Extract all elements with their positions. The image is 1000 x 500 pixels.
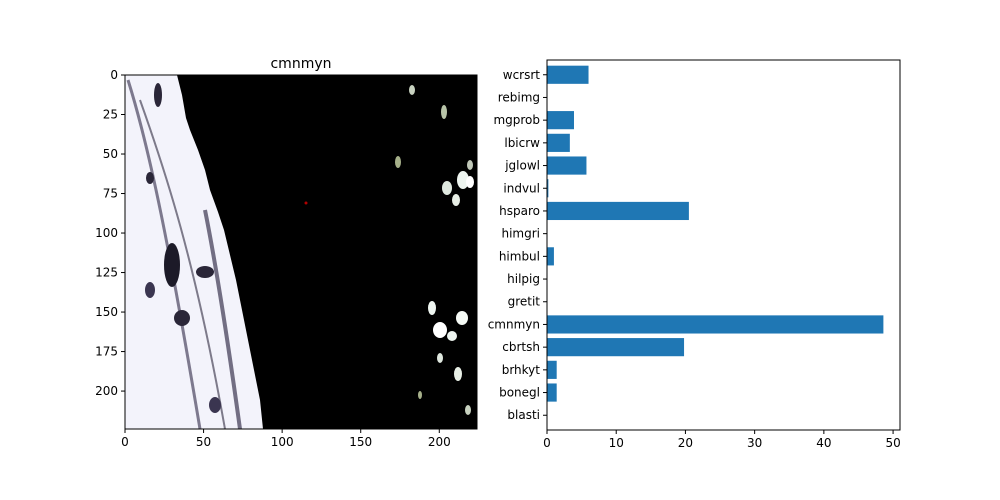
image-spot [456,311,468,325]
bar-category-label: indvul [503,181,540,195]
bar-category-label: himbul [499,249,540,263]
bar-brhkyt [547,360,557,379]
image-spot [418,391,422,399]
image-panel: cmnmyn [95,56,478,449]
bar-category-label: hilpig [507,272,540,286]
bar-category-label: rebimg [498,90,540,104]
image-spot [409,85,415,95]
image-x-tick-label: 200 [428,435,451,449]
image-spot [466,176,474,188]
image-y-tick-label: 50 [103,147,118,161]
bar-category-label: gretit [508,295,541,309]
bar-x-tick-label: 0 [543,436,551,450]
image-spot [428,301,436,315]
bar-category-label: lbicrw [504,136,540,150]
bar-lbicrw [547,133,570,152]
bar-himbul [547,247,554,266]
bar-x-tick-label: 10 [609,436,624,450]
image-spot [447,331,457,341]
image-blob [154,83,162,107]
image-blob [145,282,155,298]
bar-x-tick-label: 20 [678,436,693,450]
image-spot [452,194,460,206]
image-spot [454,367,462,381]
image-y-tick-label: 150 [95,305,118,319]
bar-category-label: bonegl [499,386,540,400]
bar-category-label: jglowl [504,159,540,173]
image-y-tick-label: 75 [103,187,118,201]
image-blob [196,266,214,278]
image-x-tick-label: 0 [121,435,129,449]
bar-cmnmyn [547,315,884,334]
image-streak [203,209,242,429]
bar-category-label: brhkyt [502,363,541,377]
bar-series [547,65,884,402]
image-blob [164,243,180,287]
bar-x-tick-label: 50 [885,436,900,450]
bar-axes-frame [546,59,901,431]
bar-category-label: wcrsrt [503,68,541,82]
image-spot [433,322,447,338]
image-x-tick-label: 50 [196,435,211,449]
bar-panel: blasti bonegl brhkyt cbrtsh cmnmyn gretit hilp… [488,59,901,450]
image-spot [442,181,452,195]
image-y-tick-label: 0 [110,68,118,82]
bar-category-label: cmnmyn [488,317,540,331]
bar-x-tick-label: 30 [747,436,762,450]
image-x-tick-label: 100 [271,435,294,449]
bar-mgprob [547,111,574,130]
image-blob [174,310,190,326]
image-axes-frame [124,74,478,430]
image-y-tick-label: 200 [95,384,118,398]
image-axes: 0 50 100 150 200 0 25 50 75 100 125 150 175 200 [95,68,451,449]
bar-category-label: blasti [507,408,540,422]
image-spot [441,105,447,119]
image-content [125,75,477,429]
image-x-tick-label: 150 [349,435,372,449]
image-y-tick-label: 100 [95,226,118,240]
bar-cbrtsh [547,338,685,357]
bar-x-tick-label: 40 [816,436,831,450]
image-spot [437,353,443,363]
bar-category-label: mgprob [493,113,540,127]
image-blob [146,172,154,184]
bar-jglowl [547,156,587,175]
image-title: cmnmyn [270,56,331,72]
image-streak [139,99,226,429]
bar-category-label: hsparo [499,204,540,218]
image-spot [467,160,473,170]
bar-category-label: himgri [501,227,540,241]
bar-axes: blasti bonegl brhkyt cbrtsh cmnmyn gretit hilp… [488,68,901,450]
image-y-tick-label: 25 [103,108,118,122]
image-y-tick-label: 175 [95,345,118,359]
bar-indvul [547,179,549,198]
image-spot [465,405,471,415]
image-spot [304,201,308,205]
bar-hsparo [547,201,689,221]
image-streak [126,79,202,429]
image-blob [209,397,221,413]
bar-category-label: cbrtsh [502,340,540,354]
image-spot [457,171,469,189]
image-spot [395,156,401,168]
bar-wcrsrt [547,65,589,84]
image-y-tick-label: 125 [95,266,118,280]
bar-bonegl [547,383,557,402]
